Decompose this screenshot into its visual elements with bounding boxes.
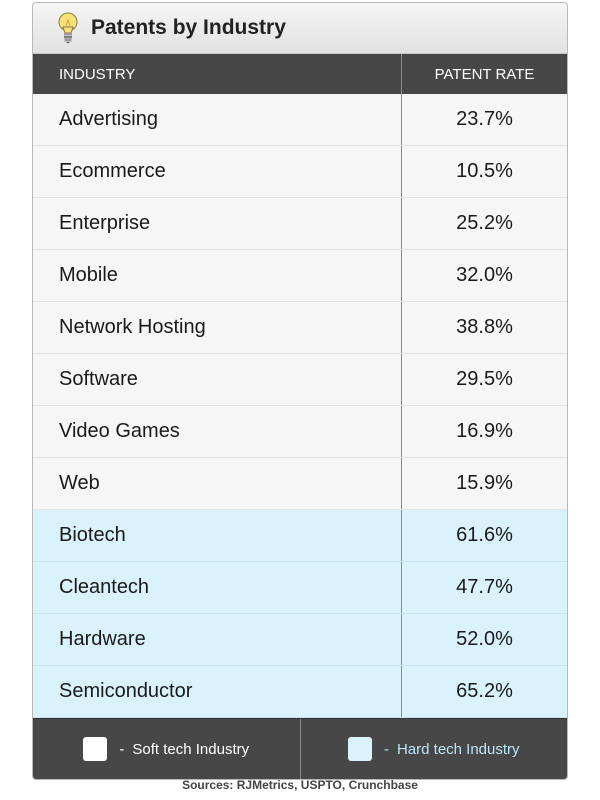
table-row: Enterprise 25.2% — [33, 198, 567, 250]
table-row: Semiconductor 65.2% — [33, 666, 567, 718]
table-body: Advertising 23.7% Ecommerce 10.5% Enterprise… — [33, 94, 567, 718]
industry-cell: Advertising — [33, 94, 402, 145]
column-header-patent-rate: PATENT RATE — [434, 65, 535, 83]
industry-cell: Cleantech — [33, 562, 402, 613]
industry-cell: Video Games — [33, 406, 402, 457]
table-row: Biotech 61.6% — [33, 510, 567, 562]
patent-rate-cell: 16.9% — [456, 420, 513, 442]
table-row: Video Games 16.9% — [33, 406, 567, 458]
industry-cell: Web — [33, 458, 402, 509]
industry-cell: Network Hosting — [33, 302, 402, 353]
patent-rate-cell: 23.7% — [456, 108, 513, 130]
industry-cell: Software — [33, 354, 402, 405]
patent-rate-cell: 65.2% — [456, 680, 513, 702]
page-title: Patents by Industry — [91, 16, 286, 39]
table-row: Cleantech 47.7% — [33, 562, 567, 614]
table-row: Web 15.9% — [33, 458, 567, 510]
legend-dash: - — [383, 740, 389, 758]
patent-rate-cell: 61.6% — [456, 524, 513, 546]
industry-cell: Hardware — [33, 614, 402, 665]
patent-rate-cell: 29.5% — [456, 368, 513, 390]
patent-rate-cell: 38.8% — [456, 316, 513, 338]
lightbulb-icon — [58, 12, 78, 44]
table-row: Hardware 52.0% — [33, 614, 567, 666]
industry-cell: Ecommerce — [33, 146, 402, 197]
title-bar: Patents by Industry — [33, 3, 567, 54]
industry-cell: Semiconductor — [33, 666, 402, 717]
table-row: Ecommerce 10.5% — [33, 146, 567, 198]
table-row: Network Hosting 38.8% — [33, 302, 567, 354]
patent-rate-cell: 25.2% — [456, 212, 513, 234]
column-header-industry: INDUSTRY — [33, 54, 402, 94]
table-row: Advertising 23.7% — [33, 94, 567, 146]
patent-rate-cell: 52.0% — [456, 628, 513, 650]
legend-item-hard-tech: - Hard tech Industry — [301, 719, 568, 779]
patent-rate-cell: 10.5% — [456, 160, 513, 182]
legend-label-soft-tech: Soft tech Industry — [132, 740, 250, 758]
patents-table-card: Patents by Industry INDUSTRY PATENT RATE… — [32, 2, 568, 780]
hard-tech-swatch — [347, 737, 372, 761]
legend-dash: - — [119, 740, 125, 758]
sources-note: Sources: RJMetrics, USPTO, Crunchbase — [182, 778, 418, 792]
industry-cell: Mobile — [33, 250, 402, 301]
legend: - Soft tech Industry - Hard tech Industr… — [33, 718, 567, 779]
soft-tech-swatch — [83, 737, 108, 761]
table-row: Software 29.5% — [33, 354, 567, 406]
patent-rate-cell: 47.7% — [456, 576, 513, 598]
table-row: Mobile 32.0% — [33, 250, 567, 302]
patent-rate-cell: 32.0% — [456, 264, 513, 286]
industry-cell: Biotech — [33, 510, 402, 561]
table-header: INDUSTRY PATENT RATE — [33, 54, 567, 94]
patent-rate-cell: 15.9% — [456, 472, 513, 494]
legend-item-soft-tech: - Soft tech Industry — [33, 719, 301, 779]
legend-label-hard-tech: Hard tech Industry — [396, 740, 520, 758]
industry-cell: Enterprise — [33, 198, 402, 249]
